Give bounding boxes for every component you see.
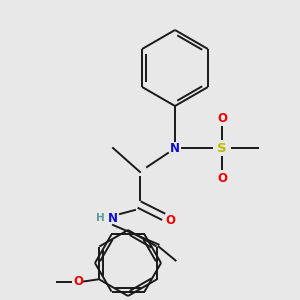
- Text: S: S: [217, 142, 227, 154]
- Text: O: O: [74, 275, 83, 288]
- Text: N: N: [170, 142, 180, 154]
- Text: O: O: [217, 172, 227, 184]
- Text: N: N: [108, 212, 118, 224]
- Text: O: O: [165, 214, 175, 226]
- Text: H: H: [96, 213, 104, 223]
- Text: O: O: [217, 112, 227, 124]
